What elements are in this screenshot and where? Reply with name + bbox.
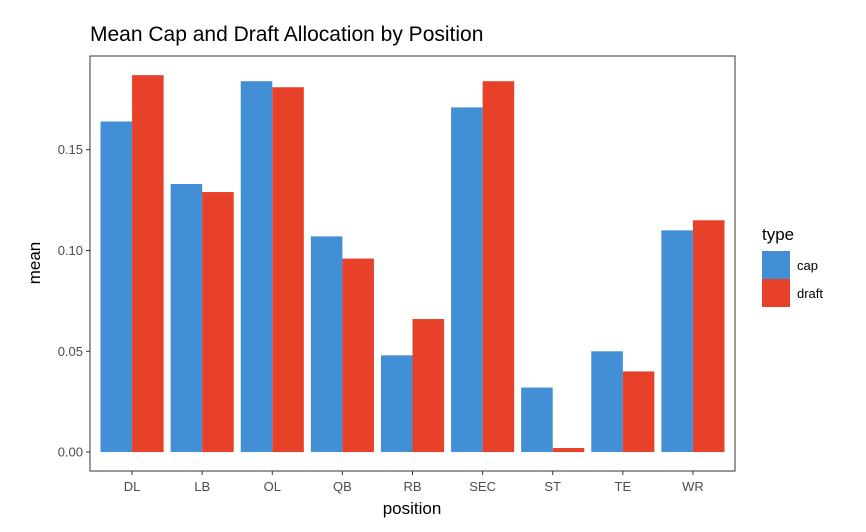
bars bbox=[100, 75, 725, 453]
bar-draft-lb bbox=[202, 192, 234, 453]
bar-cap-rb bbox=[380, 355, 413, 453]
x-axis-title: position bbox=[383, 499, 442, 518]
bar-draft-qb bbox=[342, 258, 374, 453]
bar-draft-sec bbox=[482, 81, 515, 453]
x-tick-label: SEC bbox=[469, 479, 496, 494]
bar-cap-qb bbox=[310, 236, 343, 453]
bar-draft-st bbox=[552, 448, 585, 453]
x-axis: DL LB OL QB RB SEC ST TE WR bbox=[124, 471, 704, 494]
legend-label-cap: cap bbox=[797, 258, 818, 273]
x-tick-label: TE bbox=[615, 479, 632, 494]
x-tick-label: QB bbox=[333, 479, 352, 494]
bar-cap-te bbox=[591, 351, 623, 453]
bar-draft-ol bbox=[272, 87, 304, 453]
legend-label-draft: draft bbox=[797, 286, 823, 301]
legend-key-cap bbox=[762, 251, 790, 279]
y-tick-label: 0.00 bbox=[58, 445, 83, 460]
chart-title: Mean Cap and Draft Allocation by Positio… bbox=[90, 23, 483, 46]
x-tick-label: RB bbox=[403, 479, 421, 494]
legend-key-draft bbox=[762, 279, 790, 307]
bar-draft-rb bbox=[412, 319, 445, 453]
bar-cap-lb bbox=[170, 183, 203, 453]
bar-cap-sec bbox=[451, 107, 483, 453]
bar-cap-wr bbox=[661, 230, 693, 453]
x-tick-label: WR bbox=[682, 479, 704, 494]
x-tick-label: OL bbox=[264, 479, 281, 494]
y-tick-label: 0.10 bbox=[58, 243, 83, 258]
x-tick-label: DL bbox=[124, 479, 141, 494]
y-tick-label: 0.05 bbox=[58, 344, 83, 359]
bar-cap-st bbox=[521, 387, 553, 453]
bar-cap-dl bbox=[100, 121, 133, 453]
x-tick-label: LB bbox=[194, 479, 210, 494]
legend-title: type bbox=[762, 225, 794, 244]
bar-draft-wr bbox=[692, 220, 725, 453]
legend: type cap draft bbox=[762, 225, 823, 307]
x-tick-label: ST bbox=[544, 479, 561, 494]
bar-cap-ol bbox=[240, 81, 273, 453]
bar-draft-dl bbox=[132, 75, 164, 453]
y-axis: 0.00 0.05 0.10 0.15 bbox=[58, 142, 90, 460]
bar-draft-te bbox=[622, 371, 655, 453]
y-axis-title: mean bbox=[25, 242, 44, 285]
y-tick-label: 0.15 bbox=[58, 142, 83, 157]
